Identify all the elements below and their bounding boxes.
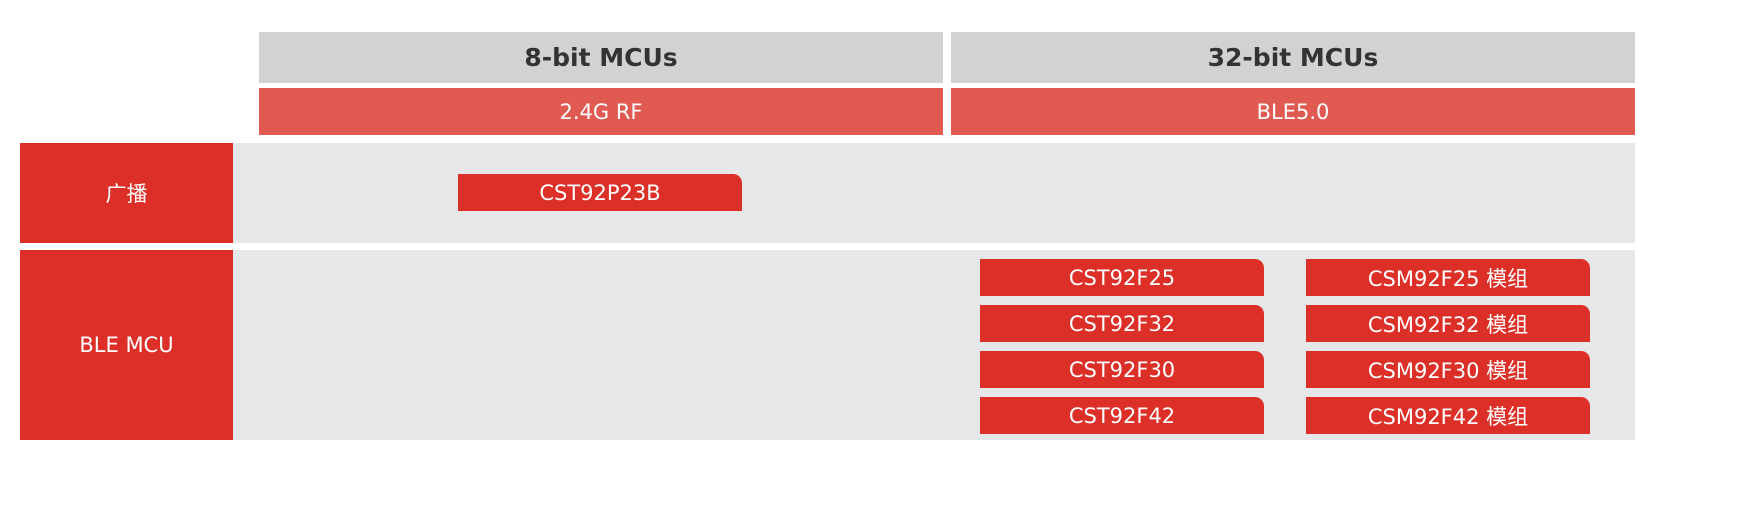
column-subheader: BLE5.0 (951, 88, 1635, 135)
chip: CST92F30 (980, 351, 1264, 388)
column-header: 32-bit MCUs (951, 32, 1635, 83)
chip: CSM92F32 模组 (1306, 305, 1590, 342)
chip: CST92F25 (980, 259, 1264, 296)
chip: CST92F32 (980, 305, 1264, 342)
row-label: BLE MCU (20, 250, 233, 440)
chip: CSM92F42 模组 (1306, 397, 1590, 434)
column-header: 8-bit MCUs (259, 32, 943, 83)
row-body (233, 143, 1635, 243)
chip: CSM92F30 模组 (1306, 351, 1590, 388)
row-label: 广播 (20, 143, 233, 243)
chip: CSM92F25 模组 (1306, 259, 1590, 296)
column-subheader: 2.4G RF (259, 88, 943, 135)
chip: CST92P23B (458, 174, 742, 211)
chip: CST92F42 (980, 397, 1264, 434)
